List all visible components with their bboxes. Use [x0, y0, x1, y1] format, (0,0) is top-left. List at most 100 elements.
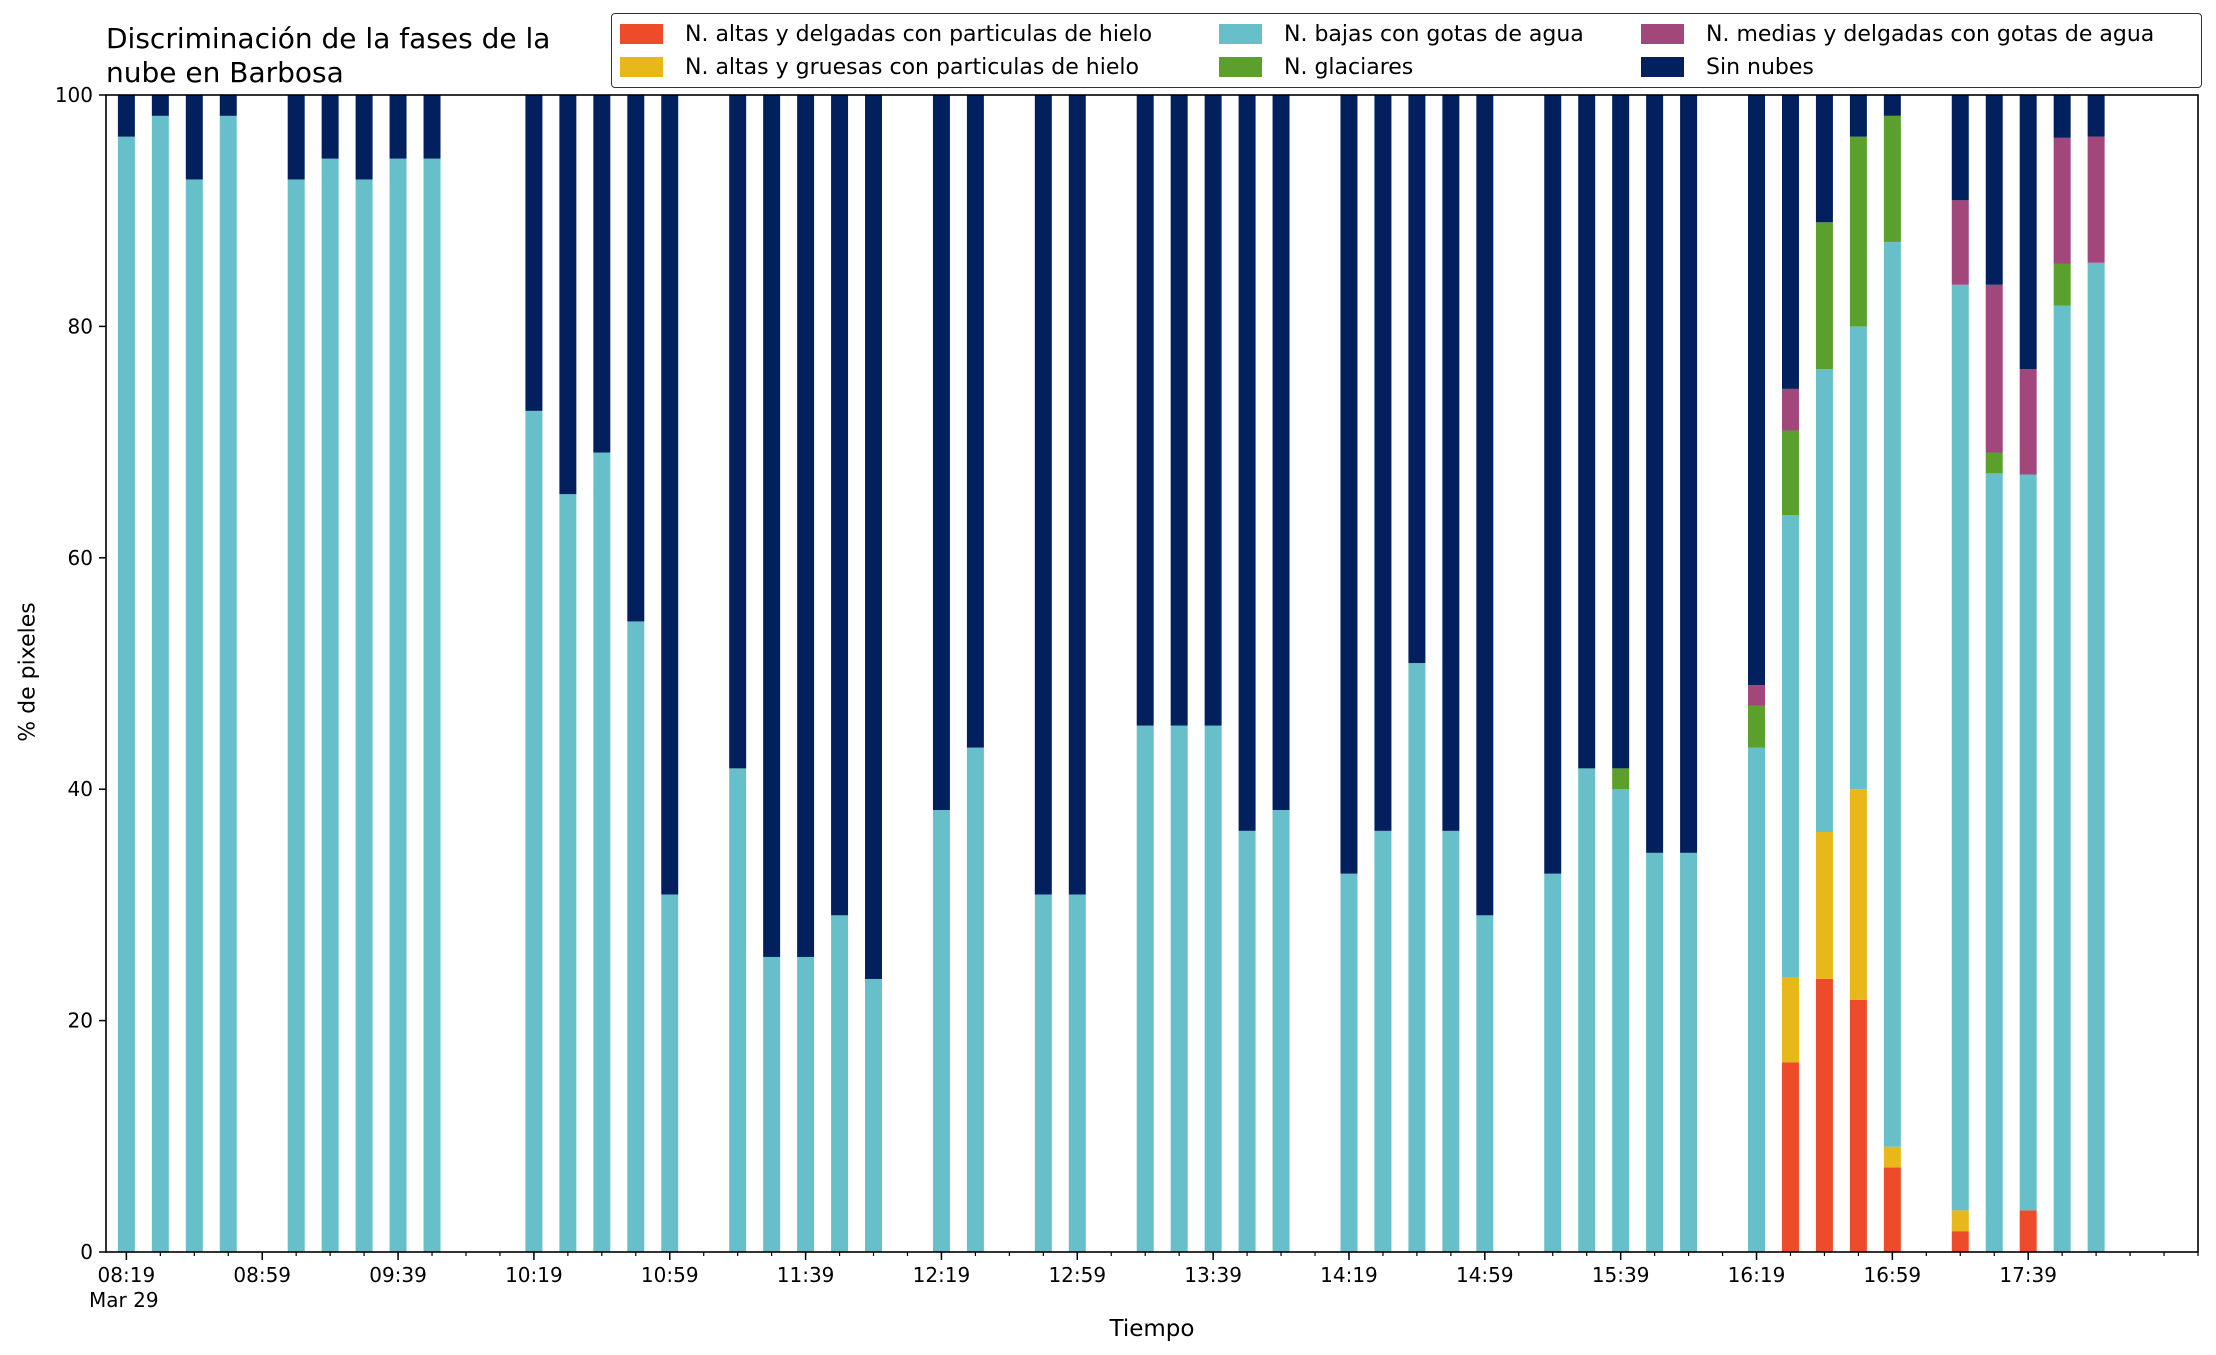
x-tick-label: 08:19: [98, 1263, 156, 1287]
legend-item-medias-agua: N. medias y delgadas con gotas de agua: [1641, 19, 2154, 49]
bar-segment-0-s2: [117, 136, 135, 1252]
bar-segment-41-s3: [1849, 136, 1867, 327]
bar-segment-36-s2: [1646, 852, 1664, 1252]
legend-item-bajas-agua: N. bajas con gotas de agua: [1219, 19, 1584, 49]
legend-item-hielo-delgadas: N. altas y delgadas con particulas de hi…: [620, 19, 1152, 49]
bar-segment-16-s5: [797, 95, 815, 957]
bar-segment-35-s3: [1612, 768, 1630, 790]
bar-segment-17-s5: [831, 95, 849, 916]
bar-segment-39-s1: [1781, 977, 1799, 1063]
legend: N. altas y delgadas con particulas de hi…: [611, 13, 2202, 88]
legend-item-hielo-gruesas: N. altas y gruesas con particulas de hie…: [620, 52, 1139, 82]
legend-label: N. medias y delgadas con gotas de agua: [1706, 21, 2155, 47]
x-tick-label: 16:59: [1864, 1263, 1922, 1287]
bar-segment-24-s2: [1170, 725, 1188, 1252]
x-tick-label: 11:39: [777, 1263, 835, 1287]
x-tick-label: 09:39: [369, 1263, 427, 1287]
bar-segment-11-s5: [593, 95, 611, 453]
x-tick-label: 17:39: [1999, 1263, 2057, 1287]
legend-swatch-hielo-gruesas: [620, 57, 663, 77]
bar-segment-20-s5: [966, 95, 984, 748]
bar-segment-27-s5: [1272, 95, 1290, 811]
x-date-label: Mar 29: [89, 1288, 159, 1312]
bar-segment-40-s1: [1815, 832, 1833, 979]
bar-segment-41-s5: [1849, 95, 1867, 137]
bar-segment-26-s2: [1238, 830, 1256, 1252]
x-axis-label: Tiempo: [1109, 1316, 1195, 1342]
bar-segment-31-s5: [1442, 95, 1460, 831]
bar-segment-30-s5: [1408, 95, 1426, 664]
y-tick-label: 80: [68, 314, 93, 338]
legend-label: N. glaciares: [1284, 54, 1414, 80]
bar-segment-47-s5: [2087, 95, 2105, 137]
bar-segment-10-s2: [559, 494, 577, 1252]
bar-segment-25-s5: [1204, 95, 1222, 726]
bar-segment-43-s1: [1951, 1210, 1969, 1232]
y-tick-label: 60: [68, 546, 93, 570]
bar-segment-38-s3: [1748, 705, 1765, 748]
legend-item-glaciares: N. glaciares: [1219, 52, 1413, 82]
bar-segment-43-s5: [1951, 95, 1969, 201]
bar-segment-15-s2: [763, 956, 781, 1252]
bar-segment-45-s0: [2019, 1210, 2037, 1252]
bar-segment-18-s5: [865, 95, 883, 979]
bar-segment-17-s2: [831, 915, 849, 1252]
bar-segment-43-s2: [1951, 284, 1969, 1211]
bar-segment-5-s5: [321, 95, 339, 159]
y-tick-label: 100: [55, 83, 93, 107]
bar-segment-42-s0: [1883, 1167, 1901, 1252]
bar-segment-39-s4: [1781, 388, 1799, 431]
chart-title: Discriminación de la fases de la nube en…: [106, 22, 551, 89]
bar-segment-18-s2: [865, 978, 883, 1252]
bar-segment-6-s2: [355, 179, 373, 1253]
legend-swatch-sin-nubes: [1641, 57, 1684, 77]
bar-segment-25-s2: [1204, 725, 1222, 1252]
bar-segment-44-s3: [1985, 452, 2003, 474]
bar-segment-14-s2: [729, 768, 747, 1252]
bar-segment-13-s2: [661, 894, 679, 1252]
bar-segment-35-s5: [1612, 95, 1630, 769]
legend-label: N. bajas con gotas de agua: [1284, 21, 1584, 47]
bar-segment-40-s0: [1815, 978, 1833, 1252]
x-tick-label: 15:39: [1592, 1263, 1650, 1287]
bar-segment-43-s4: [1951, 200, 1969, 285]
bar-segment-39-s3: [1781, 430, 1799, 515]
bar-segment-47-s4: [2087, 136, 2105, 263]
legend-label: N. altas y gruesas con particulas de hie…: [685, 54, 1139, 80]
bar-segment-31-s2: [1442, 830, 1460, 1252]
bar-segment-33-s5: [1544, 95, 1562, 874]
bar-segment-37-s5: [1680, 95, 1698, 853]
bar-segment-9-s2: [525, 410, 543, 1252]
bar-segment-46-s5: [2053, 95, 2071, 138]
plot-frame: [105, 94, 2199, 1253]
bar-segment-5-s2: [321, 158, 339, 1252]
bar-segment-8-s5: [423, 95, 441, 159]
bar-segment-12-s5: [627, 95, 645, 622]
bar-segment-15-s5: [763, 95, 781, 957]
bar-segment-35-s2: [1612, 789, 1630, 1252]
bar-segment-28-s2: [1340, 873, 1358, 1252]
bar-segment-6-s5: [355, 95, 373, 180]
bar-segment-40-s3: [1815, 222, 1833, 370]
bar-segment-23-s5: [1136, 95, 1154, 726]
x-tick-label: 13:39: [1184, 1263, 1242, 1287]
bar-segment-11-s2: [593, 452, 611, 1252]
bar-segment-39-s2: [1781, 514, 1799, 978]
bar-segment-23-s2: [1136, 725, 1154, 1252]
bar-segment-40-s5: [1815, 95, 1833, 223]
bar-segment-2-s2: [185, 179, 203, 1253]
bar-segment-39-s5: [1781, 95, 1799, 389]
legend-swatch-medias-agua: [1641, 24, 1684, 44]
bar-segment-44-s5: [1985, 95, 2003, 285]
x-tick-label: 12:59: [1048, 1263, 1106, 1287]
bar-segment-1-s2: [151, 115, 169, 1253]
legend-label: N. altas y delgadas con particulas de hi…: [685, 21, 1153, 47]
y-tick-label: 20: [68, 1009, 93, 1033]
x-tick-label: 08:59: [233, 1263, 291, 1287]
bar-segment-44-s2: [1985, 473, 2003, 1253]
bar-segment-37-s2: [1680, 852, 1698, 1252]
bar-segment-0-s5: [117, 95, 135, 137]
bar-segment-8-s2: [423, 158, 441, 1252]
bar-segment-42-s3: [1883, 115, 1901, 242]
